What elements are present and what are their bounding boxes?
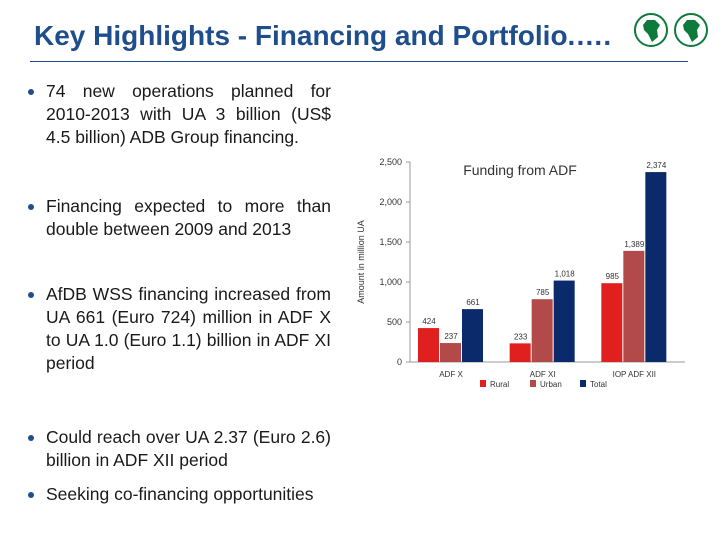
x-tick-label: ADF X: [439, 370, 463, 379]
y-tick-label: 2,000: [379, 197, 402, 207]
y-tick-label: 0: [397, 357, 402, 367]
data-label: 1,389: [624, 240, 645, 249]
bar-rural: [418, 328, 439, 362]
logo-ring: [674, 13, 708, 47]
slide-title: Key Highlights - Financing and Portfolio…: [34, 20, 612, 51]
x-tick-label: IOP ADF XII: [613, 370, 656, 379]
data-label: 2,374: [646, 161, 667, 170]
data-label: 424: [422, 317, 436, 326]
chart-title: Funding from ADF: [463, 162, 577, 178]
bar-total: [645, 172, 667, 362]
bullet-dot: [28, 435, 34, 441]
y-tick-label: 1,000: [379, 277, 402, 287]
funding-bar-chart: 0 500 1,000 1,500 2,000 2,500 Amount in millio…: [356, 157, 685, 389]
bullet-item: Could reach over UA 2.37 (Euro 2.6) bill…: [28, 426, 331, 472]
bullet-text: Seeking co-financing opportunities: [46, 484, 314, 504]
y-tick-label: 500: [387, 317, 402, 327]
bar-urban: [440, 343, 461, 362]
bar-urban: [623, 250, 645, 362]
bullet-dot: [28, 204, 34, 210]
bullet-text: Could reach over UA 2.37 (Euro 2.6) bill…: [46, 427, 331, 470]
title-rule: [30, 61, 688, 62]
bullet-dot: [28, 492, 34, 498]
y-tick-label: 1,500: [379, 237, 402, 247]
bullet-item: 74 new operations planned for 2010-2013 …: [28, 80, 331, 149]
bar-total: [553, 280, 575, 362]
bar-rural: [509, 343, 531, 362]
bar-urban: [531, 299, 553, 362]
logo-ring: [634, 13, 668, 47]
bullet-item: Seeking co-financing opportunities: [28, 483, 331, 506]
legend-swatch: [480, 380, 486, 387]
legend-label: Total: [590, 380, 607, 389]
data-label: 1,018: [555, 270, 576, 279]
afdb-logo-1: [634, 13, 668, 47]
y-axis-label: Amount in million UA: [356, 220, 366, 304]
bar-total: [462, 309, 483, 362]
bullet-item: AfDB WSS financing increased from UA 661…: [28, 283, 331, 375]
data-label: 985: [606, 272, 620, 281]
africa-icon: [643, 20, 660, 42]
legend-swatch: [530, 380, 536, 387]
bar-rural: [601, 283, 623, 362]
legend-swatch: [580, 380, 586, 387]
bullet-dot: [28, 292, 34, 298]
legend-label: Rural: [490, 380, 509, 389]
bullet-text: 74 new operations planned for 2010-2013 …: [46, 81, 331, 147]
bullet-text: Financing expected to more than double b…: [46, 196, 331, 239]
data-label: 233: [514, 332, 528, 341]
afdb-logo-2: [674, 13, 708, 47]
legend-label: Urban: [540, 380, 562, 389]
x-tick-label: ADF XI: [530, 370, 556, 379]
data-label: 237: [444, 332, 458, 341]
bullet-text: AfDB WSS financing increased from UA 661…: [46, 284, 331, 373]
africa-icon: [683, 20, 700, 42]
y-tick-label: 2,500: [379, 157, 402, 167]
bullet-item: Financing expected to more than double b…: [28, 195, 331, 241]
data-label: 661: [466, 298, 480, 307]
bullet-dot: [28, 89, 34, 95]
data-label: 785: [536, 288, 550, 297]
